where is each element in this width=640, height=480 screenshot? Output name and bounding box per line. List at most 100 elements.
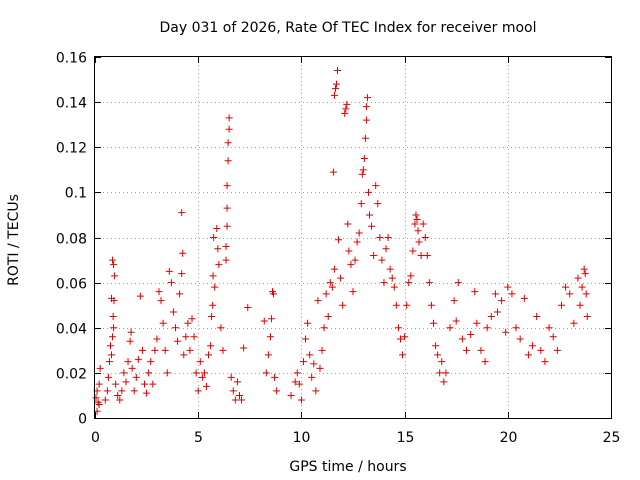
data-point [363, 94, 371, 102]
data-point [390, 283, 398, 291]
data-point [329, 168, 337, 176]
data-point [326, 279, 334, 287]
data-point [106, 342, 114, 350]
data-point [202, 382, 210, 390]
y-tick-label: 0.12 [56, 141, 87, 157]
data-point [200, 369, 208, 377]
data-point [498, 297, 506, 305]
data-point [545, 324, 553, 332]
data-point [339, 301, 347, 309]
x-tick-label: 15 [397, 430, 415, 446]
data-point [520, 294, 528, 302]
data-point [312, 387, 320, 395]
data-point [310, 360, 318, 368]
data-point [306, 351, 314, 359]
data-point [198, 373, 206, 381]
data-point [570, 319, 578, 327]
data-point [432, 342, 440, 350]
data-point [378, 256, 386, 264]
y-axis-ticks: 0 0.02 0.04 0.06 0.08 0.1 0.12 0.14 0.16 [56, 51, 611, 428]
data-point [351, 256, 359, 264]
data-point [412, 211, 420, 219]
data-point [211, 283, 219, 291]
x-tick-label: 10 [293, 430, 311, 446]
data-point [316, 364, 324, 372]
data-point [368, 222, 376, 230]
data-point [287, 391, 295, 399]
data-point [178, 209, 186, 217]
data-point [516, 335, 524, 343]
data-point [483, 324, 491, 332]
data-point [411, 220, 419, 228]
data-point [438, 358, 446, 366]
data-point [231, 396, 239, 404]
data-point [132, 373, 140, 381]
data-point [95, 400, 103, 408]
data-point [194, 387, 202, 395]
data-point [215, 261, 223, 269]
data-point [217, 324, 225, 332]
data-point [471, 288, 479, 296]
data-point [334, 67, 342, 75]
data-point [273, 387, 281, 395]
data-point [549, 333, 557, 341]
data-point [302, 335, 310, 343]
data-point [209, 301, 217, 309]
data-point [184, 319, 192, 327]
data-point [357, 200, 365, 208]
data-point [362, 116, 370, 124]
data-point [225, 114, 233, 122]
data-point [207, 342, 215, 350]
data-point [335, 236, 343, 244]
data-point [147, 358, 155, 366]
data-point [167, 279, 175, 287]
data-point [238, 396, 246, 404]
data-point [454, 279, 462, 287]
data-point [224, 139, 232, 147]
data-point [574, 274, 582, 282]
data-point [578, 283, 586, 291]
data-point [134, 355, 142, 363]
data-point [116, 396, 124, 404]
data-point [366, 211, 374, 219]
data-point [322, 290, 330, 298]
data-point [188, 315, 196, 323]
data-point [458, 335, 466, 343]
data-point [463, 346, 471, 354]
data-point [127, 328, 135, 336]
data-point [376, 234, 384, 241]
data-point [427, 301, 435, 309]
y-axis-label: ROTI / TECUs [6, 194, 22, 286]
data-point [392, 301, 400, 309]
x-axis-ticks: 0 5 10 15 20 25 [91, 57, 620, 446]
data-point [362, 103, 370, 111]
y-tick-label: 0.06 [56, 277, 87, 293]
data-point [372, 182, 380, 190]
data-point [112, 380, 120, 388]
data-point [491, 290, 499, 298]
data-point [374, 200, 382, 208]
plot-frame [94, 56, 612, 419]
data-point [452, 317, 460, 325]
data-point [155, 288, 163, 296]
data-point [364, 188, 372, 196]
data-point [299, 358, 307, 366]
data-point [358, 170, 366, 178]
data-point [413, 215, 421, 223]
data-point [222, 256, 230, 264]
data-point [213, 224, 221, 232]
data-point [190, 333, 198, 341]
data-point [165, 267, 173, 275]
data-point [130, 387, 138, 395]
data-point [566, 290, 574, 298]
data-point [103, 387, 111, 395]
data-point [260, 317, 268, 325]
x-tick-label: 5 [194, 430, 203, 446]
data-point [182, 333, 190, 341]
data-point [126, 337, 134, 345]
data-point [409, 247, 417, 255]
data-point [370, 252, 378, 260]
data-point [223, 222, 231, 230]
data-point [429, 319, 437, 327]
data-point [344, 220, 352, 228]
